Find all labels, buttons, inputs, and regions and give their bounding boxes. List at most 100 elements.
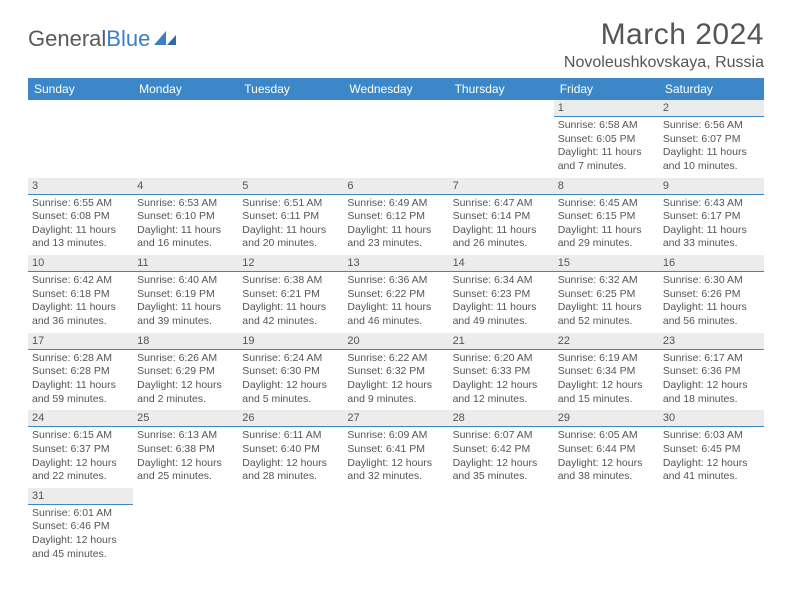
daylight-text: Daylight: 11 hours and 20 minutes. [242, 224, 339, 251]
sunset-text: Sunset: 6:42 PM [453, 443, 550, 457]
day-detail: Sunrise: 6:34 AMSunset: 6:23 PMDaylight:… [449, 272, 554, 333]
calendar-table: SundayMondayTuesdayWednesdayThursdayFrid… [28, 78, 764, 565]
month-title: March 2024 [564, 18, 764, 52]
daylight-text: Daylight: 12 hours and 32 minutes. [347, 457, 444, 484]
daylight-text: Daylight: 11 hours and 33 minutes. [663, 224, 760, 251]
calendar-cell [28, 100, 133, 178]
daylight-text: Daylight: 11 hours and 59 minutes. [32, 379, 129, 406]
sunset-text: Sunset: 6:37 PM [32, 443, 129, 457]
calendar-cell: 22Sunrise: 6:19 AMSunset: 6:34 PMDayligh… [554, 333, 659, 411]
daylight-text: Daylight: 11 hours and 39 minutes. [137, 301, 234, 328]
day-detail: Sunrise: 6:03 AMSunset: 6:45 PMDaylight:… [659, 427, 764, 488]
day-number: 17 [28, 333, 133, 350]
calendar-cell: 30Sunrise: 6:03 AMSunset: 6:45 PMDayligh… [659, 410, 764, 488]
calendar-cell: 1Sunrise: 6:58 AMSunset: 6:05 PMDaylight… [554, 100, 659, 178]
day-number: 26 [238, 410, 343, 427]
day-detail: Sunrise: 6:24 AMSunset: 6:30 PMDaylight:… [238, 350, 343, 411]
calendar-cell: 12Sunrise: 6:38 AMSunset: 6:21 PMDayligh… [238, 255, 343, 333]
daylight-text: Daylight: 11 hours and 46 minutes. [347, 301, 444, 328]
day-number: 6 [343, 178, 448, 195]
day-header: Wednesday [343, 78, 448, 100]
day-number: 19 [238, 333, 343, 350]
daylight-text: Daylight: 12 hours and 25 minutes. [137, 457, 234, 484]
day-detail: Sunrise: 6:45 AMSunset: 6:15 PMDaylight:… [554, 195, 659, 256]
sunset-text: Sunset: 6:26 PM [663, 288, 760, 302]
day-detail: Sunrise: 6:43 AMSunset: 6:17 PMDaylight:… [659, 195, 764, 256]
calendar-cell: 14Sunrise: 6:34 AMSunset: 6:23 PMDayligh… [449, 255, 554, 333]
sunrise-text: Sunrise: 6:20 AM [453, 352, 550, 366]
calendar-cell: 6Sunrise: 6:49 AMSunset: 6:12 PMDaylight… [343, 178, 448, 256]
day-header: Friday [554, 78, 659, 100]
sunrise-text: Sunrise: 6:49 AM [347, 197, 444, 211]
day-detail: Sunrise: 6:38 AMSunset: 6:21 PMDaylight:… [238, 272, 343, 333]
sunrise-text: Sunrise: 6:28 AM [32, 352, 129, 366]
day-number: 24 [28, 410, 133, 427]
logo-text-2: Blue [106, 26, 150, 52]
calendar-cell: 28Sunrise: 6:07 AMSunset: 6:42 PMDayligh… [449, 410, 554, 488]
day-detail: Sunrise: 6:28 AMSunset: 6:28 PMDaylight:… [28, 350, 133, 411]
calendar-cell: 7Sunrise: 6:47 AMSunset: 6:14 PMDaylight… [449, 178, 554, 256]
sunrise-text: Sunrise: 6:13 AM [137, 429, 234, 443]
sunset-text: Sunset: 6:34 PM [558, 365, 655, 379]
day-detail: Sunrise: 6:17 AMSunset: 6:36 PMDaylight:… [659, 350, 764, 411]
sunrise-text: Sunrise: 6:58 AM [558, 119, 655, 133]
sunset-text: Sunset: 6:18 PM [32, 288, 129, 302]
calendar-week: 24Sunrise: 6:15 AMSunset: 6:37 PMDayligh… [28, 410, 764, 488]
calendar-cell: 13Sunrise: 6:36 AMSunset: 6:22 PMDayligh… [343, 255, 448, 333]
day-detail: Sunrise: 6:42 AMSunset: 6:18 PMDaylight:… [28, 272, 133, 333]
calendar-week: 3Sunrise: 6:55 AMSunset: 6:08 PMDaylight… [28, 178, 764, 256]
day-number: 11 [133, 255, 238, 272]
sunrise-text: Sunrise: 6:17 AM [663, 352, 760, 366]
day-header: Thursday [449, 78, 554, 100]
location: Novoleushkovskaya, Russia [564, 54, 764, 72]
day-detail: Sunrise: 6:36 AMSunset: 6:22 PMDaylight:… [343, 272, 448, 333]
title-block: March 2024 Novoleushkovskaya, Russia [564, 18, 764, 72]
calendar-cell: 26Sunrise: 6:11 AMSunset: 6:40 PMDayligh… [238, 410, 343, 488]
daylight-text: Daylight: 12 hours and 38 minutes. [558, 457, 655, 484]
sunset-text: Sunset: 6:08 PM [32, 210, 129, 224]
day-detail: Sunrise: 6:09 AMSunset: 6:41 PMDaylight:… [343, 427, 448, 488]
calendar-cell: 15Sunrise: 6:32 AMSunset: 6:25 PMDayligh… [554, 255, 659, 333]
daylight-text: Daylight: 12 hours and 18 minutes. [663, 379, 760, 406]
daylight-text: Daylight: 11 hours and 26 minutes. [453, 224, 550, 251]
calendar-cell [343, 488, 448, 566]
sunset-text: Sunset: 6:23 PM [453, 288, 550, 302]
sunset-text: Sunset: 6:11 PM [242, 210, 339, 224]
calendar-cell: 25Sunrise: 6:13 AMSunset: 6:38 PMDayligh… [133, 410, 238, 488]
calendar-cell: 31Sunrise: 6:01 AMSunset: 6:46 PMDayligh… [28, 488, 133, 566]
day-number: 12 [238, 255, 343, 272]
day-detail: Sunrise: 6:05 AMSunset: 6:44 PMDaylight:… [554, 427, 659, 488]
sunset-text: Sunset: 6:12 PM [347, 210, 444, 224]
sunset-text: Sunset: 6:45 PM [663, 443, 760, 457]
day-number: 5 [238, 178, 343, 195]
day-detail: Sunrise: 6:15 AMSunset: 6:37 PMDaylight:… [28, 427, 133, 488]
daylight-text: Daylight: 11 hours and 29 minutes. [558, 224, 655, 251]
sunset-text: Sunset: 6:32 PM [347, 365, 444, 379]
calendar-cell: 21Sunrise: 6:20 AMSunset: 6:33 PMDayligh… [449, 333, 554, 411]
sunrise-text: Sunrise: 6:34 AM [453, 274, 550, 288]
sunrise-text: Sunrise: 6:38 AM [242, 274, 339, 288]
sunset-text: Sunset: 6:05 PM [558, 133, 655, 147]
sunset-text: Sunset: 6:25 PM [558, 288, 655, 302]
sunrise-text: Sunrise: 6:32 AM [558, 274, 655, 288]
sail-icon [152, 27, 178, 45]
day-number: 21 [449, 333, 554, 350]
day-detail: Sunrise: 6:07 AMSunset: 6:42 PMDaylight:… [449, 427, 554, 488]
day-number: 30 [659, 410, 764, 427]
calendar-cell: 18Sunrise: 6:26 AMSunset: 6:29 PMDayligh… [133, 333, 238, 411]
day-detail: Sunrise: 6:51 AMSunset: 6:11 PMDaylight:… [238, 195, 343, 256]
sunset-text: Sunset: 6:46 PM [32, 520, 129, 534]
sunrise-text: Sunrise: 6:05 AM [558, 429, 655, 443]
sunset-text: Sunset: 6:19 PM [137, 288, 234, 302]
daylight-text: Daylight: 11 hours and 10 minutes. [663, 146, 760, 173]
calendar-cell [659, 488, 764, 566]
day-number: 3 [28, 178, 133, 195]
day-detail: Sunrise: 6:13 AMSunset: 6:38 PMDaylight:… [133, 427, 238, 488]
sunset-text: Sunset: 6:30 PM [242, 365, 339, 379]
day-detail: Sunrise: 6:30 AMSunset: 6:26 PMDaylight:… [659, 272, 764, 333]
sunset-text: Sunset: 6:44 PM [558, 443, 655, 457]
sunset-text: Sunset: 6:14 PM [453, 210, 550, 224]
day-number: 22 [554, 333, 659, 350]
daylight-text: Daylight: 12 hours and 2 minutes. [137, 379, 234, 406]
calendar-cell [238, 488, 343, 566]
